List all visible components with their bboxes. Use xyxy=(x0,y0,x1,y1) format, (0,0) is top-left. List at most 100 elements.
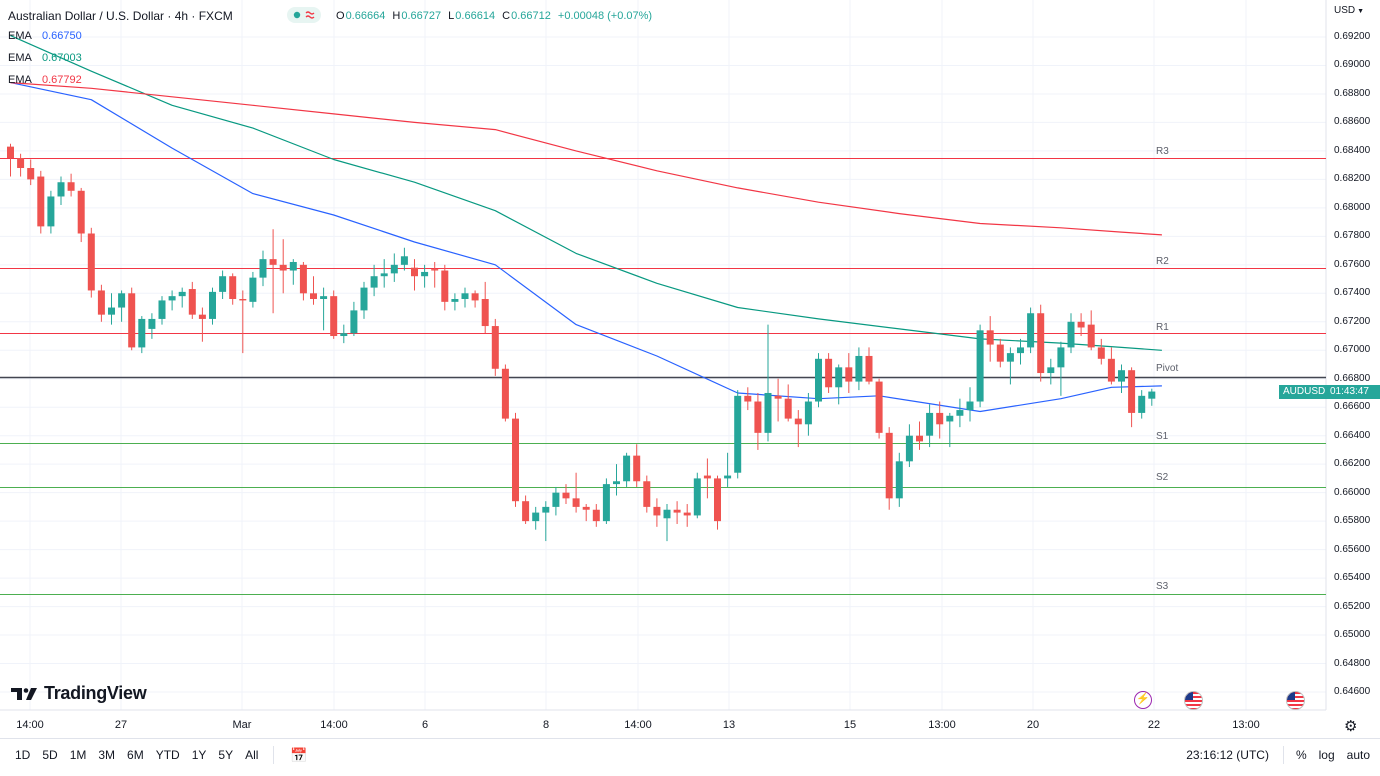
candle-body xyxy=(1148,391,1156,399)
price-tick-label: 0.66400 xyxy=(1334,429,1371,441)
candle-body xyxy=(895,461,903,499)
candle-body xyxy=(552,492,560,507)
timeframe-ytd[interactable]: YTD xyxy=(155,748,180,762)
candle-body xyxy=(764,392,772,433)
price-tick-label: 0.65400 xyxy=(1334,572,1371,584)
ohlc-readout: O0.66664 H0.66727 L0.66614 C0.66712 +0.0… xyxy=(336,10,652,22)
chevron-down-icon: ▼ xyxy=(1357,8,1365,15)
candle-body xyxy=(138,318,146,348)
candle-body xyxy=(653,506,661,516)
utc-clock[interactable]: 23:16:12 (UTC) xyxy=(1186,748,1269,762)
candle-body xyxy=(370,276,378,288)
percent-toggle[interactable]: % xyxy=(1295,748,1307,762)
time-label: 22 xyxy=(1147,719,1161,731)
candle-body xyxy=(613,481,620,485)
time-label: 13:00 xyxy=(928,719,956,731)
candle-body xyxy=(996,344,1004,362)
candle-body xyxy=(633,455,641,482)
pivot-label-r2: R2 xyxy=(1156,256,1169,267)
pivot-label-r3: R3 xyxy=(1156,146,1169,157)
pivot-label-s2: S2 xyxy=(1156,472,1169,483)
candle-body xyxy=(390,264,398,274)
candle-body xyxy=(441,270,449,302)
price-tick-label: 0.65000 xyxy=(1334,629,1371,641)
candle-body xyxy=(148,318,156,329)
timeframe-6m[interactable]: 6M xyxy=(127,748,144,762)
time-label: 27 xyxy=(114,719,128,731)
timeframe-5d[interactable]: 5D xyxy=(42,748,58,762)
tradingview-logo[interactable]: TradingView xyxy=(11,683,147,704)
symbol-title[interactable]: Australian Dollar / U.S. Dollar · 4h · F… xyxy=(8,9,233,23)
time-label: 13 xyxy=(722,719,736,731)
chart-legend: Australian Dollar / U.S. Dollar · 4h · F… xyxy=(8,9,236,23)
high-label: H xyxy=(392,10,401,22)
candle-body xyxy=(936,412,944,425)
log-toggle[interactable]: log xyxy=(1318,748,1335,762)
candle-body xyxy=(714,478,721,522)
candle-body xyxy=(956,410,964,416)
time-label: 15 xyxy=(843,719,857,731)
candle-body xyxy=(461,293,469,299)
timeframe-all[interactable]: All xyxy=(245,748,259,762)
candle-body xyxy=(542,506,550,513)
currency-selector[interactable]: USD ▼ xyxy=(1334,5,1364,16)
us-flag-icon[interactable] xyxy=(1184,691,1203,710)
timeframe-1y[interactable]: 1Y xyxy=(191,748,207,762)
candle-body xyxy=(37,176,45,227)
candle-body xyxy=(1047,367,1055,374)
symbol-price-tag: AUDUSD xyxy=(1279,385,1330,399)
candle-body xyxy=(1067,321,1075,348)
candle-body xyxy=(360,287,368,311)
ema-value: 0.67792 xyxy=(42,74,82,86)
candle-body xyxy=(320,296,328,299)
price-tick-label: 0.64800 xyxy=(1334,657,1371,669)
auto-toggle[interactable]: auto xyxy=(1346,748,1370,762)
candle-body xyxy=(825,358,833,388)
candle-body xyxy=(673,509,681,513)
price-tick-label: 0.65600 xyxy=(1334,543,1371,555)
candle-body xyxy=(269,259,277,265)
timeframe-5y[interactable]: 5Y xyxy=(218,748,234,762)
candle-body xyxy=(592,509,600,522)
close-label: C xyxy=(502,10,511,22)
price-tick-label: 0.66200 xyxy=(1334,458,1371,470)
low-value: 0.66614 xyxy=(455,10,496,22)
candle-body xyxy=(1017,347,1024,354)
candle-body xyxy=(905,435,913,462)
price-tick-label: 0.69000 xyxy=(1334,59,1371,71)
ema-legend-2[interactable]: EMA 0.67003 xyxy=(8,52,82,64)
candle-body xyxy=(209,291,216,319)
candle-body xyxy=(1087,324,1095,348)
ema-legend-3[interactable]: EMA 0.67792 xyxy=(8,74,82,86)
candle-body xyxy=(431,269,439,271)
candle-body xyxy=(623,455,631,482)
time-label: 14:00 xyxy=(320,719,348,731)
candle-body xyxy=(1027,313,1035,348)
candle-body xyxy=(471,293,479,301)
visibility-badge[interactable] xyxy=(287,7,321,23)
candle-body xyxy=(501,368,509,419)
candle-body xyxy=(330,296,338,337)
candle-body xyxy=(885,432,893,499)
timeframe-1m[interactable]: 1M xyxy=(69,748,87,762)
candle-body xyxy=(835,367,843,388)
chart-grid xyxy=(0,0,1327,711)
timeframe-3m[interactable]: 3M xyxy=(98,748,116,762)
candle-body xyxy=(774,395,782,399)
candle-body xyxy=(663,509,671,519)
ema-value: 0.67003 xyxy=(42,52,82,64)
time-label: 13:00 xyxy=(1232,719,1260,731)
date-range-icon[interactable]: 📅 xyxy=(290,746,308,763)
lightning-icon[interactable]: ⚡ xyxy=(1134,691,1152,709)
candle-body xyxy=(239,299,247,301)
open-label: O xyxy=(336,10,345,22)
pivot-label-s3: S3 xyxy=(1156,581,1169,592)
ema-legend-1[interactable]: EMA 0.66750 xyxy=(8,30,82,42)
candle-body xyxy=(916,435,923,442)
us-flag-icon[interactable] xyxy=(1286,691,1305,710)
settings-gear-icon[interactable]: ⚙ xyxy=(1344,718,1358,735)
candles xyxy=(7,143,1156,542)
candle-body xyxy=(168,296,176,301)
timeframe-1d[interactable]: 1D xyxy=(15,748,31,762)
